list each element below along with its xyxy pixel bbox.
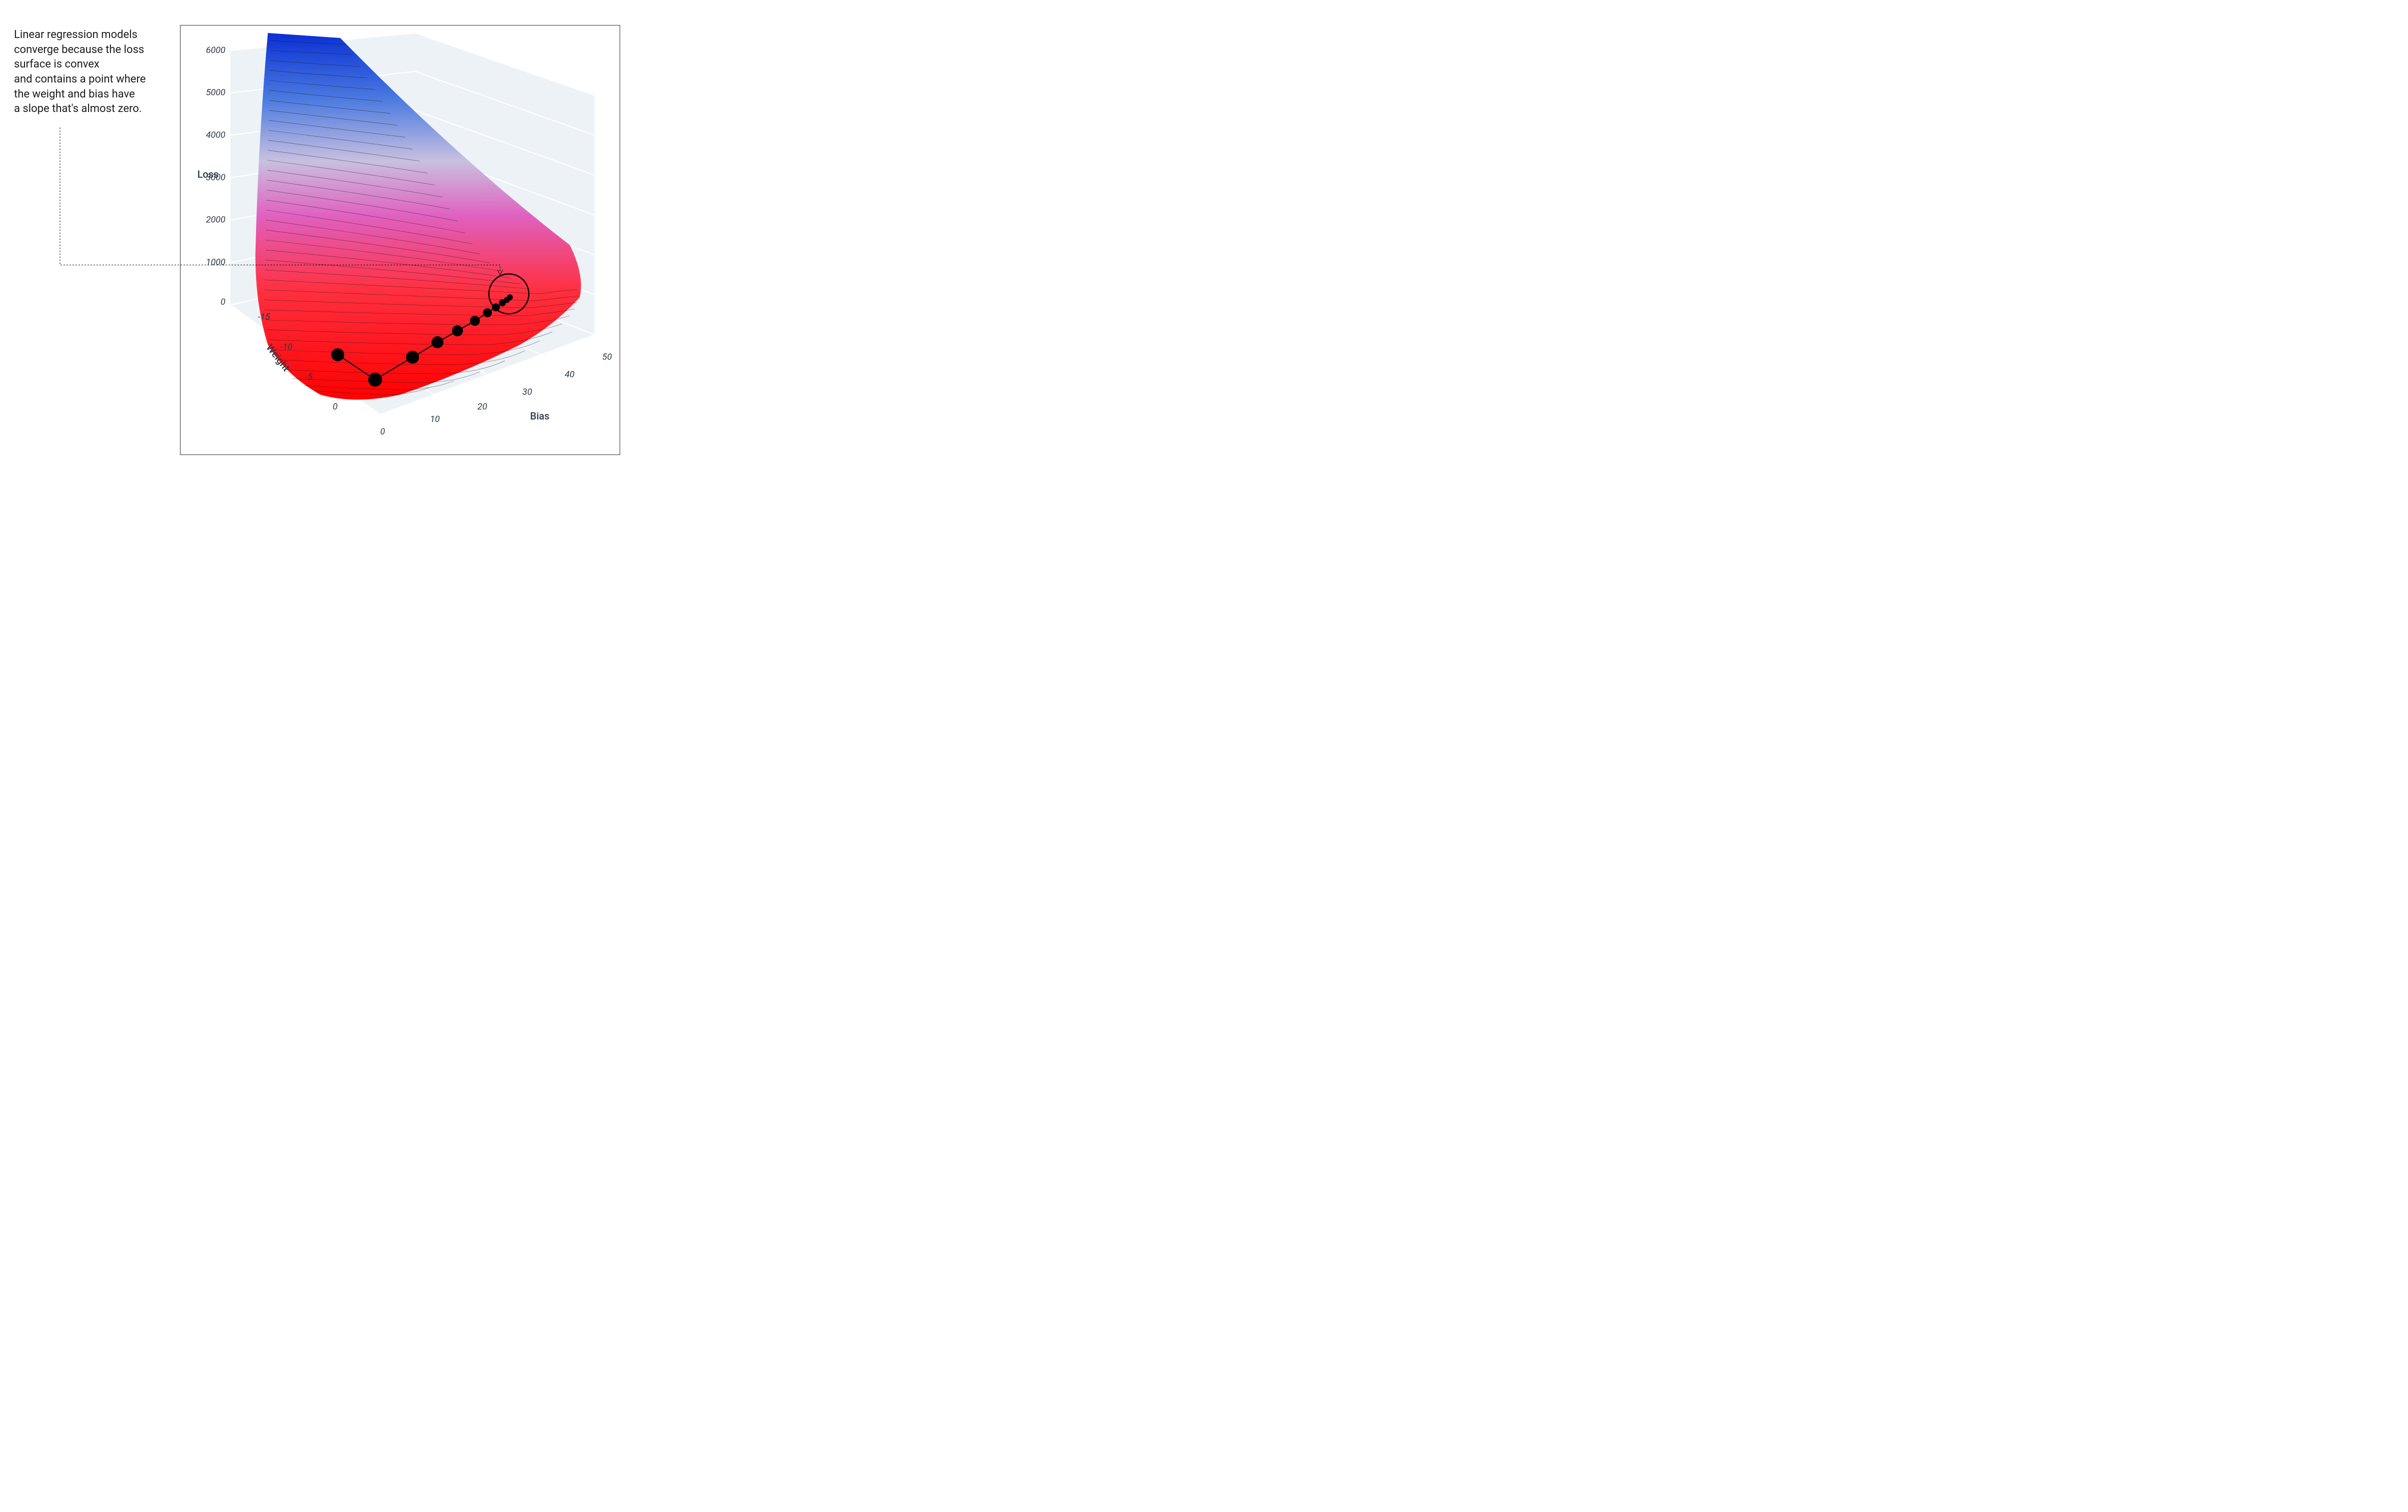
annotation-text: Linear regression models converge becaus… (14, 28, 174, 116)
annotation-line: converge because the loss (14, 44, 144, 56)
bias-tick: 0 (380, 426, 385, 437)
z-tick: 1000 (206, 257, 226, 268)
bias-tick: 30 (522, 386, 532, 397)
bias-axis-label: Bias (530, 410, 550, 422)
bias-tick: 10 (430, 414, 440, 424)
bias-tick: 40 (565, 369, 575, 380)
annotation-line: and contains a point where (14, 73, 146, 86)
bias-tick: 20 (478, 402, 488, 412)
weight-tick: -5 (305, 372, 313, 382)
annotation-line: a slope that's almost zero. (14, 102, 142, 115)
weight-tick: -10 (281, 342, 293, 352)
chart-frame: 0 1000 2000 30 0 0 4000 5000 6000 Loss (180, 25, 620, 455)
bias-tick: 50 (602, 352, 612, 362)
z-tick: 6000 (206, 45, 226, 56)
annotation-line: the weight and bias have (14, 88, 135, 100)
annotation-line: Linear regression models (14, 28, 138, 41)
weight-tick: 0 (333, 402, 338, 412)
annotation-line: surface is convex (14, 58, 100, 70)
z-axis-label: Loss (198, 168, 219, 180)
z-tick: 2000 (206, 214, 226, 225)
z-tick: 5000 (206, 88, 226, 98)
weight-tick: -15 (258, 312, 271, 322)
z-tick: 0 (221, 297, 226, 308)
z-tick: 4000 (206, 130, 226, 140)
loss-surface-3d-chart: 0 1000 2000 30 0 0 4000 5000 6000 Loss (181, 26, 620, 454)
